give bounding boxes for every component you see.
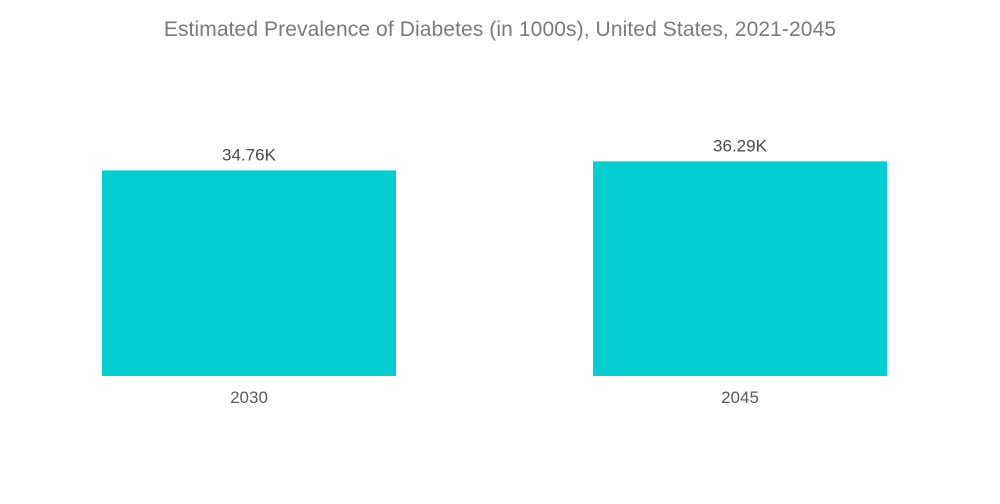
bar-2045	[593, 161, 887, 376]
category-label-2045: 2045	[721, 388, 759, 407]
labels-layer: 34.76K 2030 36.29K 2045	[222, 136, 768, 407]
category-label-2030: 2030	[230, 388, 268, 407]
bars-layer	[102, 161, 887, 376]
value-label-2030: 34.76K	[222, 145, 277, 164]
chart-title: Estimated Prevalence of Diabetes (in 100…	[163, 18, 837, 41]
value-label-2045: 36.29K	[713, 136, 768, 155]
bar-2030	[102, 170, 396, 376]
